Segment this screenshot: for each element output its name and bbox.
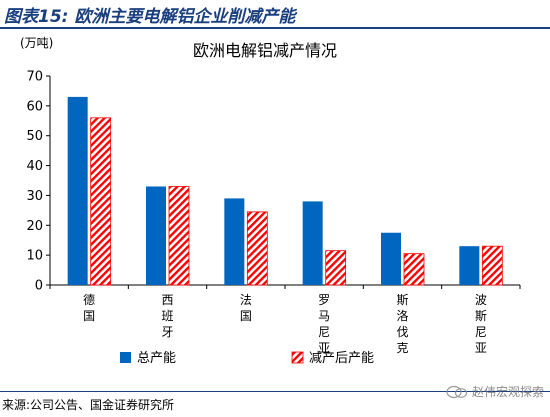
figure-source: 来源:公司公告、国金证券研究所 xyxy=(2,398,175,412)
bar-after-cut xyxy=(168,186,190,286)
x-tick-label: 法国 xyxy=(240,293,252,323)
y-tick-label: 70 xyxy=(26,70,43,85)
bar-after-cut xyxy=(246,211,268,286)
bar-total-capacity xyxy=(381,232,401,285)
y-tick-label: 20 xyxy=(26,219,43,234)
x-tick-label: 罗马尼亚 xyxy=(318,293,330,355)
legend-label: 减产后产能 xyxy=(309,351,374,366)
header-rule xyxy=(0,27,550,29)
watermark: 赵伟宏观探索 xyxy=(446,383,544,400)
legend-swatch xyxy=(291,351,304,364)
y-tick-label: 0 xyxy=(35,279,43,294)
y-tick-label: 10 xyxy=(26,249,43,264)
legend-swatch xyxy=(120,352,131,363)
bar-after-cut xyxy=(403,253,425,286)
legend-label: 总产能 xyxy=(137,351,176,366)
figure-label: 图表15: xyxy=(4,7,69,27)
bar-total-capacity xyxy=(302,201,323,285)
figure-header: 图表15: 欧洲主要电解铝企业削减产能 xyxy=(0,0,550,29)
y-tick-label: 30 xyxy=(26,189,43,204)
y-axis: 0 10 20 30 40 50 60 70 xyxy=(26,70,51,294)
x-tick-label: 西班牙 xyxy=(161,293,173,339)
figure-title-text: 欧洲主要电解铝企业削减产能 xyxy=(74,7,296,27)
bar-total-capacity xyxy=(459,246,480,285)
x-tick-label: 德国 xyxy=(83,292,95,323)
y-tick-label: 60 xyxy=(26,99,43,114)
bar-total-capacity xyxy=(67,96,88,286)
x-tick-label: 波斯尼亚 xyxy=(475,293,487,355)
figure-title: 图表15: 欧洲主要电解铝企业削减产能 xyxy=(4,2,295,27)
bars xyxy=(67,96,503,286)
bar-after-cut xyxy=(325,250,347,286)
x-axis: 德国 西班牙 法国 罗马尼亚 斯洛伐克 波斯尼亚 xyxy=(49,284,521,355)
bar-chart: 欧洲电解铝减产情况 (万吨) 0 10 20 30 40 50 60 70 德国 西班牙 法国 罗马… xyxy=(20,36,521,366)
legend: 总产能 减产后产能 xyxy=(120,351,374,366)
footer-rule xyxy=(0,391,550,392)
chart-title: 欧洲电解铝减产情况 xyxy=(193,41,337,60)
bar-after-cut xyxy=(90,117,112,286)
y-tick-label: 40 xyxy=(26,159,43,174)
bar-after-cut xyxy=(481,245,503,286)
wechat-icon xyxy=(446,385,468,398)
bar-total-capacity xyxy=(224,198,245,285)
bar-total-capacity xyxy=(146,186,166,285)
y-tick-label: 50 xyxy=(26,129,43,144)
y-unit-label: (万吨) xyxy=(20,36,53,50)
x-tick-label: 斯洛伐克 xyxy=(396,293,408,355)
watermark-text: 赵伟宏观探索 xyxy=(471,385,544,399)
